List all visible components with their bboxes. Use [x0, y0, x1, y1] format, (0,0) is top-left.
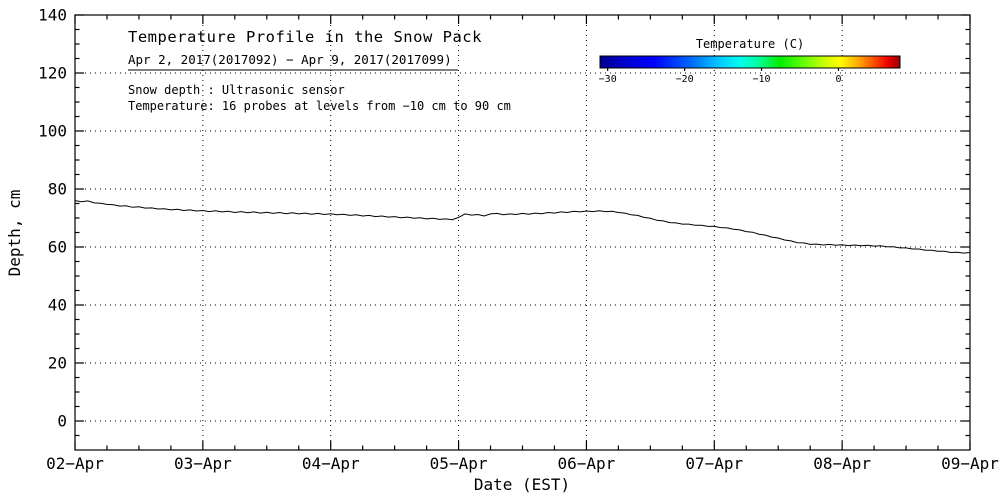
x-tick-label: 05−Apr: [430, 454, 488, 473]
x-axis-label: Date (EST): [474, 475, 570, 494]
y-tick-label: 60: [48, 238, 67, 257]
y-tick-label: 40: [48, 296, 67, 315]
snow-depth-series: [74, 200, 971, 254]
y-tick-label: 120: [38, 64, 67, 83]
temperature-colorbar: −30 −20 −10 0: [599, 55, 901, 85]
y-tick-label: 20: [48, 354, 67, 373]
y-tick-label: 80: [48, 180, 67, 199]
x-tick-label: 08−Apr: [813, 454, 871, 473]
chart-title: Temperature Profile in the Snow Pack: [128, 28, 482, 46]
x-tick-label: 04−Apr: [302, 454, 360, 473]
colorbar-tick-label: 0: [835, 74, 841, 85]
colorbar-tick-label: −10: [753, 74, 771, 85]
y-tick-label: 100: [38, 122, 67, 141]
x-tick-label: 03−Apr: [174, 454, 232, 473]
y-axis-label: Depth, cm: [5, 190, 24, 277]
annotation-snow-depth: Snow depth : Ultrasonic sensor: [128, 83, 345, 97]
axes: 02−Apr 03−Apr 04−Apr 05−Apr 06−Apr 07−Apr 08−A…: [38, 6, 999, 474]
snow-depth-line: [74, 200, 971, 254]
colorbar-title: Temperature (C): [696, 37, 804, 51]
x-tick-label: 07−Apr: [685, 454, 743, 473]
chart-subtitle: Apr 2, 2017(2017092) − Apr 9, 2017(20170…: [128, 52, 452, 67]
colorbar-tick-label: −30: [599, 74, 617, 85]
colorbar-gradient: [599, 55, 901, 69]
x-tick-label: 02−Apr: [46, 454, 104, 473]
annotation-temperature: Temperature: 16 probes at levels from −1…: [128, 99, 511, 113]
x-tick-label: 06−Apr: [558, 454, 616, 473]
y-tick-label: 0: [57, 412, 67, 431]
colorbar-tick-label: −20: [676, 74, 694, 85]
x-tick-label: 09−Apr: [941, 454, 999, 473]
y-tick-label: 140: [38, 6, 67, 25]
